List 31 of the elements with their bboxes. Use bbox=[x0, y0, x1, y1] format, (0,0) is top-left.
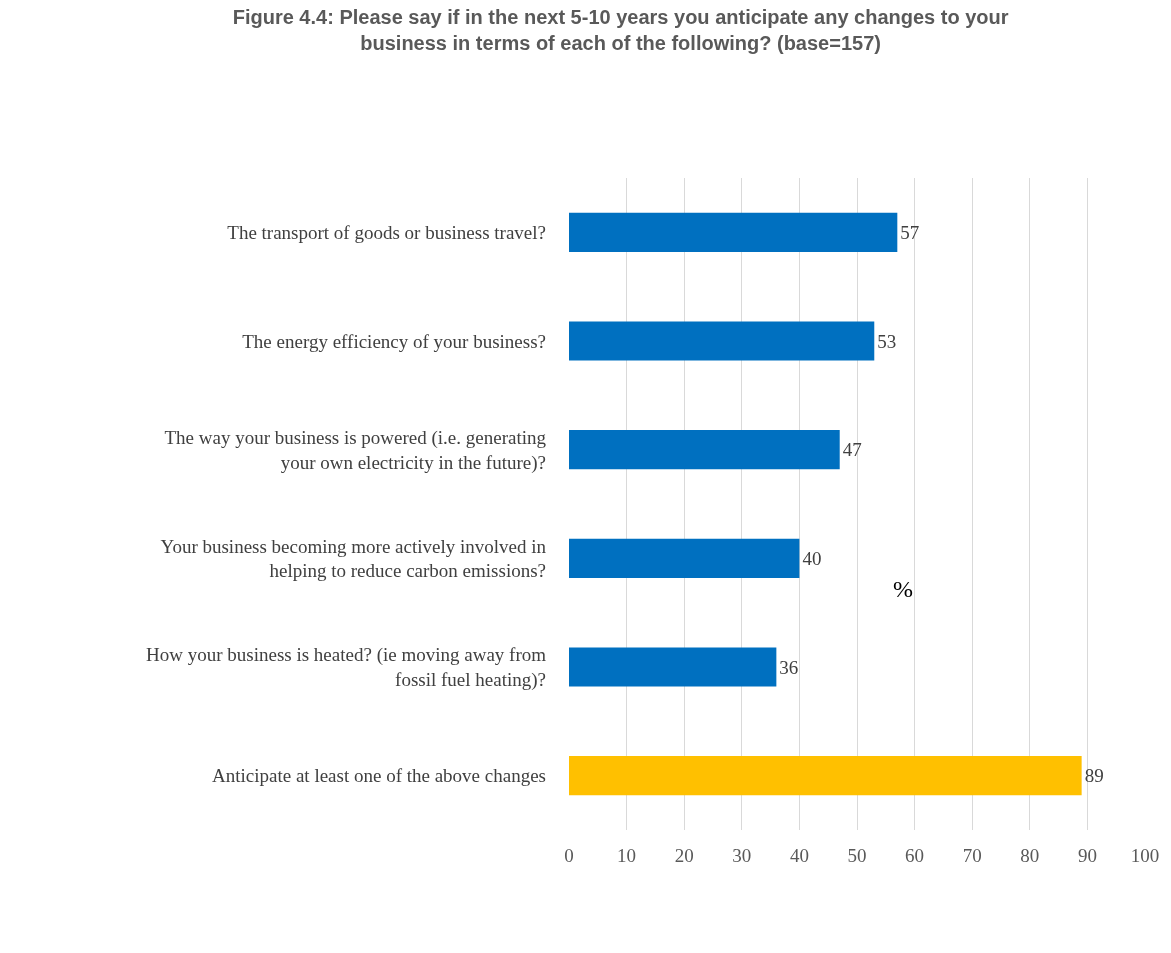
x-tick-label: 70 bbox=[962, 845, 982, 866]
y-tick-label: The transport of goods or business travel? bbox=[227, 221, 546, 243]
data-label: 40 bbox=[802, 547, 822, 569]
x-tick-label: 40 bbox=[789, 845, 809, 866]
x-tick-label: 90 bbox=[1077, 845, 1097, 866]
x-tick-label: 0 bbox=[564, 845, 574, 866]
y-tick-label: Your business becoming more actively involved in helping to reduce carbon emissions? bbox=[160, 535, 547, 582]
bar bbox=[569, 647, 777, 687]
y-tick-label: The way your business is powered (i.e. generating your own electricity in the future)? bbox=[164, 426, 547, 474]
data-label: 89 bbox=[1084, 765, 1104, 787]
bar bbox=[569, 321, 875, 361]
x-tick-label: 60 bbox=[905, 845, 925, 866]
chart-title: Figure 4.4: Please say if in the next 5-10 years you anticipate any changes to your business in terms of each of the following? (base=157) bbox=[232, 5, 1009, 54]
x-tick-label: 20 bbox=[674, 845, 694, 866]
x-tick-label: 80 bbox=[1020, 845, 1040, 866]
bar bbox=[569, 430, 840, 470]
bar bbox=[569, 538, 800, 578]
bar bbox=[569, 212, 898, 252]
x-tick-label: 100 bbox=[1130, 845, 1160, 866]
y-tick-label: The energy efficiency of your business? bbox=[242, 330, 546, 352]
data-label: 57 bbox=[900, 221, 920, 243]
x-tick-label: 50 bbox=[847, 845, 867, 866]
y-tick-label: How your business is heated? (ie moving away from fossil fuel heating)? bbox=[146, 644, 547, 691]
data-label: 36 bbox=[779, 656, 799, 678]
x-tick-label: 10 bbox=[617, 845, 637, 866]
x-tick-label: 30 bbox=[732, 845, 752, 866]
data-label: 47 bbox=[842, 439, 862, 461]
annotation: % bbox=[893, 576, 913, 602]
data-label: 53 bbox=[877, 330, 897, 352]
y-tick-label: Anticipate at least one of the above changes bbox=[212, 765, 546, 787]
bar bbox=[569, 756, 1082, 796]
